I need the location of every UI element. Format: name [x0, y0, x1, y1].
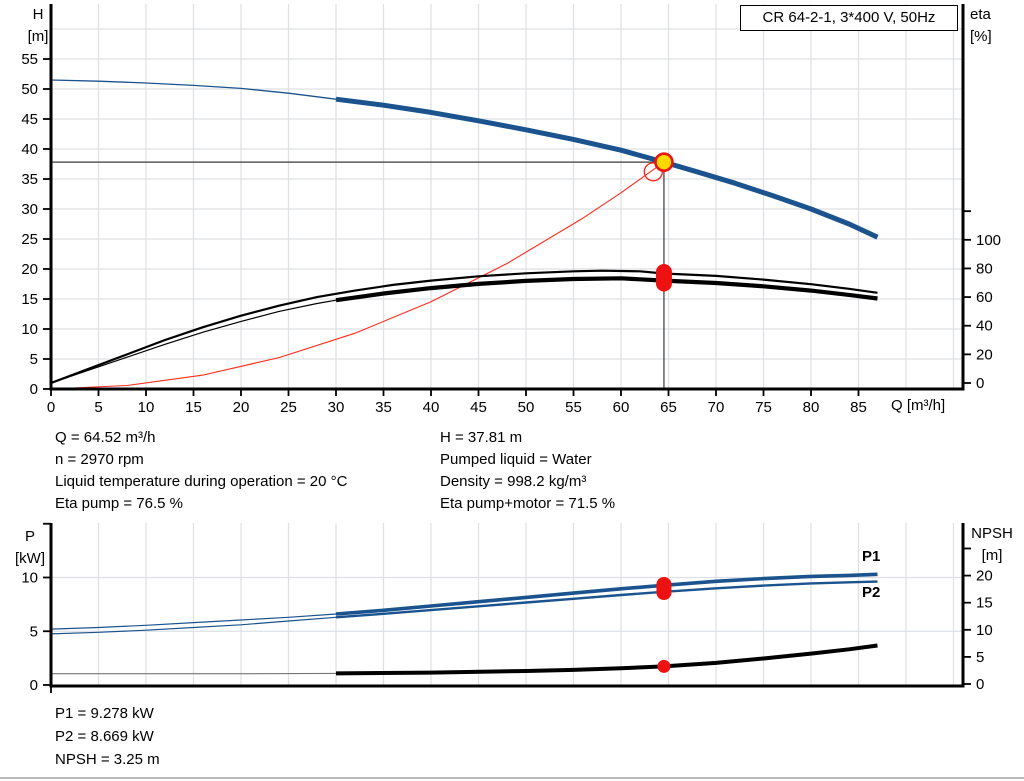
eta-duty-markers	[655, 264, 672, 292]
p2-curve-duty	[335, 580, 878, 619]
tick-label: 15	[21, 291, 38, 308]
tick-label: 40	[423, 399, 440, 416]
system-resistance-curve	[50, 161, 665, 390]
tick-label: 55	[21, 51, 38, 68]
tick-label: 15	[976, 595, 993, 612]
eta-pump-motor-curve-duty	[335, 276, 878, 303]
duty-info-left-column: Q = 64.52 m³/h n = 2970 rpm Liquid tempe…	[55, 427, 435, 515]
tick-label: 55	[565, 399, 582, 416]
tick-label: 20	[976, 346, 993, 363]
tick-label: 40	[976, 318, 993, 335]
tick-label: 10	[976, 622, 993, 639]
bottom-divider	[0, 777, 1024, 779]
x-axis-label-flow: Q [m³/h]	[891, 397, 946, 414]
p2-curve-label: P2	[862, 584, 881, 601]
y-axis-label-head-symbol: H	[32, 6, 44, 23]
tick-label: 50	[21, 81, 38, 98]
npsh-duty-marker	[657, 659, 671, 673]
p1-curve-label: P1	[862, 548, 881, 565]
y-axis-label-eta-symbol: eta	[970, 6, 991, 23]
tick-label: 60	[976, 289, 993, 306]
y-axis-label-npsh: NPSH [m]	[960, 523, 1024, 567]
info-pumped-liquid: Pumped liquid = Water	[440, 451, 592, 468]
tick-label: 5	[94, 399, 102, 416]
tick-label: 40	[21, 141, 38, 158]
tick-label: 80	[803, 399, 820, 416]
chart-title-box: CR 64-2-1, 3*400 V, 50Hz	[740, 5, 958, 31]
tick-label: 100	[976, 232, 1001, 249]
qh-curve-extended	[50, 79, 337, 100]
results-block: P1 = 9.278 kW P2 = 8.669 kW NPSH = 3.25 …	[55, 702, 160, 771]
tick-label: 45	[470, 399, 487, 416]
qh-curve-duty	[335, 96, 879, 240]
info-eta-pump: Eta pump = 76.5 %	[55, 495, 183, 512]
tick-label: 0	[47, 399, 55, 416]
tick-label: 10	[21, 321, 38, 338]
y-axis-label-eta-unit: [%]	[970, 28, 992, 45]
tick-label: 10	[138, 399, 155, 416]
tick-label: 70	[708, 399, 725, 416]
result-npsh: NPSH = 3.25 m	[55, 751, 160, 768]
tick-label: 20	[976, 568, 993, 585]
info-eta-pump-motor: Eta pump+motor = 71.5 %	[440, 495, 616, 512]
tick-label: 15	[185, 399, 202, 416]
tick-label: 5	[30, 623, 38, 640]
tick-label: 0	[30, 381, 38, 398]
duty-info-right-column: H = 37.81 m Pumped liquid = Water Densit…	[440, 427, 820, 515]
eta-pump-curve	[50, 269, 878, 385]
tick-label: 65	[660, 399, 677, 416]
tick-label: 0	[976, 375, 984, 392]
tick-label: 45	[21, 111, 38, 128]
tick-label: 30	[21, 201, 38, 218]
info-head: H = 37.81 m	[440, 429, 523, 446]
info-flow: Q = 64.52 m³/h	[55, 429, 156, 446]
p1-curve-extended	[50, 613, 337, 630]
tick-label: 25	[280, 399, 297, 416]
tick-label: 20	[233, 399, 250, 416]
tick-label: 25	[21, 231, 38, 248]
tick-label: 50	[518, 399, 535, 416]
y-axis-label-eta: eta [%]	[970, 4, 1022, 48]
eta-pump-motor-curve-extended	[50, 299, 337, 384]
duty-point-marker	[654, 152, 674, 172]
tick-label: 35	[21, 171, 38, 188]
tick-label: 75	[755, 399, 772, 416]
y-axis-label-power-symbol: P	[24, 528, 35, 545]
tick-label: 80	[976, 260, 993, 277]
tick-label: 85	[850, 399, 867, 416]
tick-label: 10	[21, 570, 38, 587]
tick-label: 0	[30, 677, 38, 694]
npsh-curve-duty	[335, 643, 878, 676]
info-speed: n = 2970 rpm	[55, 451, 144, 468]
tick-label: 20	[21, 261, 38, 278]
p2-curve-extended	[50, 616, 337, 635]
tick-label: 5	[30, 351, 38, 368]
tick-label: 5	[976, 649, 984, 666]
p1-curve-duty	[335, 572, 878, 616]
p-duty-markers	[656, 576, 672, 601]
result-p1: P1 = 9.278 kW	[55, 705, 154, 722]
y-axis-label-head-unit: [m]	[27, 28, 49, 45]
tick-label: 30	[328, 399, 345, 416]
info-density: Density = 998.2 kg/m³	[440, 473, 587, 490]
tick-label: 35	[375, 399, 392, 416]
info-liquid-temperature: Liquid temperature during operation = 20…	[55, 473, 348, 490]
result-p2: P2 = 8.669 kW	[55, 728, 154, 745]
power-npsh-chart: 0 5 10 0 5 10 15 20	[21, 522, 993, 694]
y-axis-label-head: H [m]	[14, 4, 62, 48]
tick-label: 60	[613, 399, 630, 416]
tick-label: 0	[976, 676, 984, 693]
y-axis-label-power-unit: [kW]	[15, 550, 45, 567]
qh-eta-chart: 0 5 10 15 20 25 30 35 40 45 50 55 60 65 70 75 80 85 0 5 10 15…	[21, 4, 1001, 416]
y-axis-label-npsh-symbol: NPSH	[971, 525, 1013, 542]
y-axis-label-npsh-unit: [m]	[981, 547, 1003, 564]
y-axis-label-power: P [kW]	[6, 526, 54, 570]
